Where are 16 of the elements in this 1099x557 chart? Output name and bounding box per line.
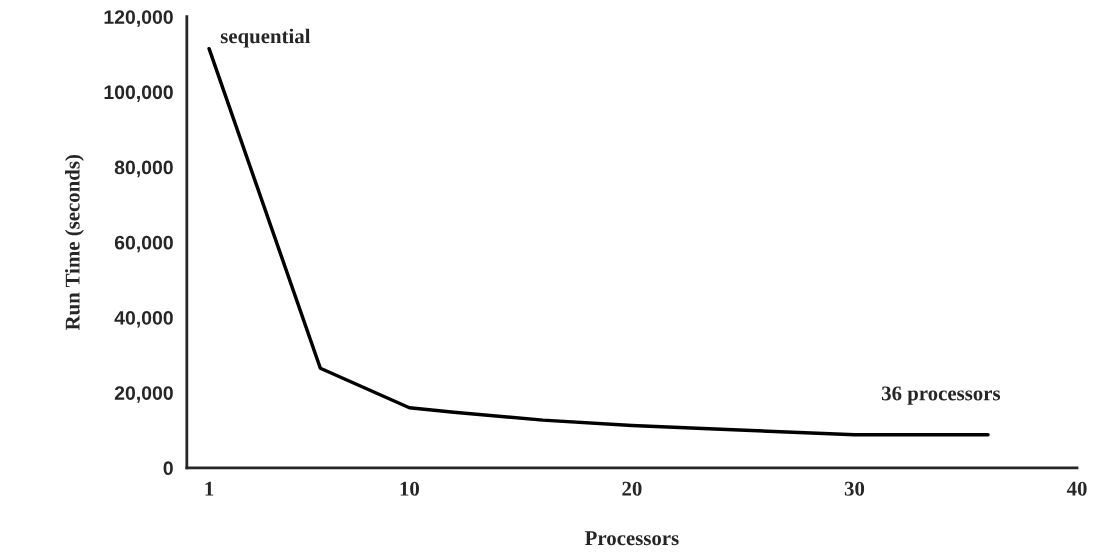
y-tick-label: 0 (163, 461, 173, 476)
y-tick-label: 60,000 (114, 235, 173, 253)
x-axis-title: Processors (585, 531, 679, 546)
annotation: 36 processors (881, 386, 1001, 405)
y-tick-label: 120,000 (104, 10, 173, 27)
x-tick-label: 40 (1066, 481, 1087, 496)
x-tick-label: 30 (844, 481, 865, 496)
y-tick-label: 80,000 (114, 160, 173, 178)
y-tick-label: 100,000 (104, 85, 173, 102)
y-tick-label: 20,000 (114, 386, 173, 403)
y-tick-label: 40,000 (114, 310, 173, 328)
x-tick-label: 20 (622, 481, 642, 496)
annotation: sequential (220, 28, 311, 48)
y-axis-title: Run Time (seconds) (65, 155, 84, 331)
x-tick-label: 10 (400, 481, 419, 496)
x-tick-label: 1 (205, 481, 214, 496)
